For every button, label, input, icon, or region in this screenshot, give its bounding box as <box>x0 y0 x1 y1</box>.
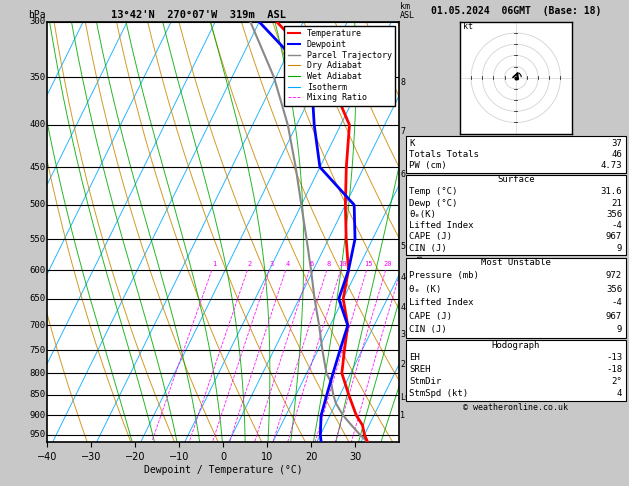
Text: 650: 650 <box>30 295 45 303</box>
Text: 01.05.2024  06GMT  (Base: 18): 01.05.2024 06GMT (Base: 18) <box>431 6 601 16</box>
Text: 10: 10 <box>338 261 347 267</box>
Text: Lifted Index: Lifted Index <box>409 298 474 307</box>
Text: 46: 46 <box>611 150 622 159</box>
Text: 9: 9 <box>616 325 622 334</box>
Text: -13: -13 <box>606 353 622 362</box>
Text: 21: 21 <box>611 198 622 208</box>
Text: 6: 6 <box>309 261 313 267</box>
Text: 500: 500 <box>30 200 45 209</box>
Text: 2: 2 <box>247 261 252 267</box>
Text: 37: 37 <box>611 139 622 148</box>
Text: 13°42'N  270°07'W  319m  ASL: 13°42'N 270°07'W 319m ASL <box>111 10 286 20</box>
Text: LCL: LCL <box>400 393 415 401</box>
Text: 1: 1 <box>212 261 216 267</box>
Text: CIN (J): CIN (J) <box>409 243 447 253</box>
Text: SREH: SREH <box>409 365 431 374</box>
Text: 356: 356 <box>606 210 622 219</box>
Text: 6: 6 <box>400 171 405 179</box>
Text: 600: 600 <box>30 266 45 275</box>
Text: 4: 4 <box>616 389 622 398</box>
Text: 8: 8 <box>400 78 405 87</box>
Text: km
ASL: km ASL <box>400 2 415 20</box>
Text: 350: 350 <box>30 72 45 82</box>
Text: 850: 850 <box>30 390 45 399</box>
Text: 2: 2 <box>400 360 405 369</box>
Text: 700: 700 <box>30 321 45 330</box>
Text: 950: 950 <box>30 430 45 439</box>
Text: Pressure (mb): Pressure (mb) <box>409 271 479 280</box>
Text: Hodograph: Hodograph <box>492 341 540 350</box>
Text: 1: 1 <box>400 411 405 420</box>
Text: -18: -18 <box>606 365 622 374</box>
Text: 4+: 4+ <box>400 273 410 282</box>
Text: Most Unstable: Most Unstable <box>481 258 551 267</box>
Text: 450: 450 <box>30 163 45 172</box>
Text: Surface: Surface <box>497 175 535 185</box>
Text: © weatheronline.co.uk: © weatheronline.co.uk <box>464 403 568 413</box>
Text: 7: 7 <box>400 127 405 136</box>
Text: Lifted Index: Lifted Index <box>409 221 474 230</box>
Text: StmSpd (kt): StmSpd (kt) <box>409 389 469 398</box>
Text: hPa: hPa <box>28 10 45 20</box>
Text: 967: 967 <box>606 232 622 242</box>
Text: -4: -4 <box>611 221 622 230</box>
Text: Totals Totals: Totals Totals <box>409 150 479 159</box>
Text: 3: 3 <box>269 261 274 267</box>
Text: 300: 300 <box>30 17 45 26</box>
Text: 967: 967 <box>606 312 622 321</box>
Text: θₑ (K): θₑ (K) <box>409 284 442 294</box>
Text: 800: 800 <box>30 369 45 378</box>
Text: PW (cm): PW (cm) <box>409 161 447 170</box>
Text: 400: 400 <box>30 121 45 129</box>
Text: Mixing Ratio (g/kg): Mixing Ratio (g/kg) <box>416 185 425 279</box>
Text: kt: kt <box>463 21 472 31</box>
Text: Dewp (°C): Dewp (°C) <box>409 198 458 208</box>
Text: 900: 900 <box>30 411 45 420</box>
Text: CAPE (J): CAPE (J) <box>409 232 452 242</box>
Legend: Temperature, Dewpoint, Parcel Trajectory, Dry Adiabat, Wet Adiabat, Isotherm, Mi: Temperature, Dewpoint, Parcel Trajectory… <box>284 26 395 105</box>
Text: EH: EH <box>409 353 420 362</box>
Text: K: K <box>409 139 415 148</box>
Text: 356: 356 <box>606 284 622 294</box>
Text: 2°: 2° <box>611 377 622 386</box>
Text: 3: 3 <box>400 330 405 339</box>
Text: 31.6: 31.6 <box>601 187 622 196</box>
Text: 4: 4 <box>286 261 290 267</box>
Text: 4.73: 4.73 <box>601 161 622 170</box>
Text: 15: 15 <box>364 261 373 267</box>
Text: Temp (°C): Temp (°C) <box>409 187 458 196</box>
Text: 8: 8 <box>326 261 331 267</box>
Text: CIN (J): CIN (J) <box>409 325 447 334</box>
Text: 20: 20 <box>383 261 392 267</box>
Text: 550: 550 <box>30 235 45 243</box>
Text: 750: 750 <box>30 346 45 355</box>
Text: CAPE (J): CAPE (J) <box>409 312 452 321</box>
X-axis label: Dewpoint / Temperature (°C): Dewpoint / Temperature (°C) <box>144 465 303 475</box>
Text: 4: 4 <box>400 302 405 312</box>
Text: 9: 9 <box>616 243 622 253</box>
Text: 972: 972 <box>606 271 622 280</box>
Text: -4: -4 <box>611 298 622 307</box>
Text: θₑ(K): θₑ(K) <box>409 210 437 219</box>
Text: 5: 5 <box>400 242 405 251</box>
Text: StmDir: StmDir <box>409 377 442 386</box>
